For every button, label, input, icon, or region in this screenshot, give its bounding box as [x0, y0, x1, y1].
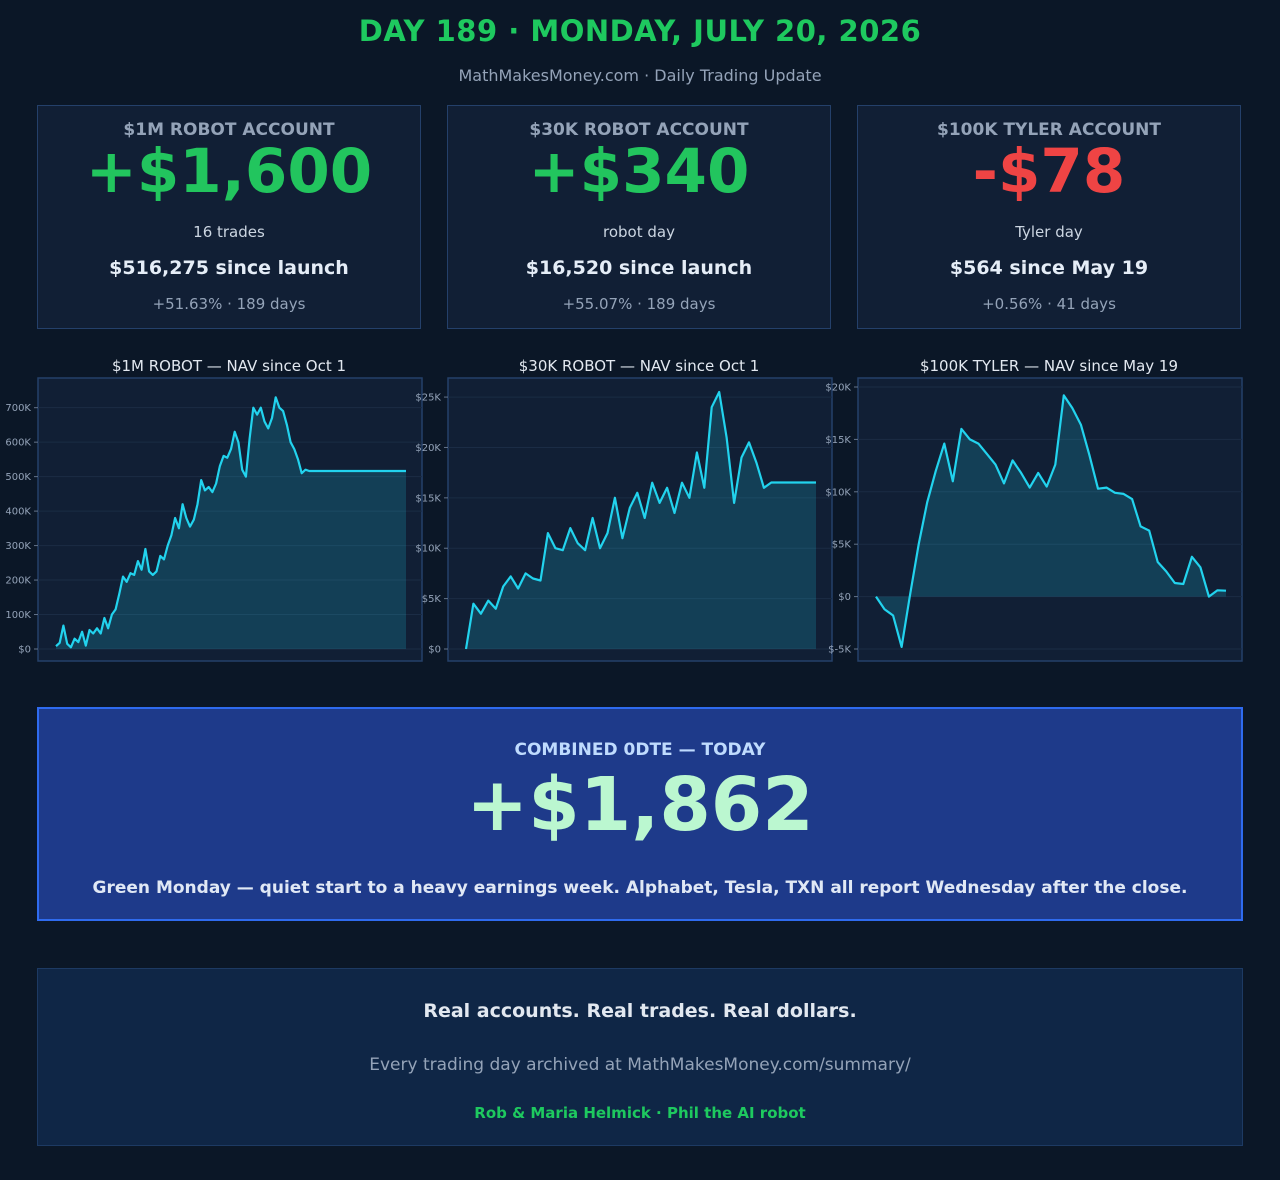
combined-panel: COMBINED 0DTE — TODAY +$1,862 Green Mond… — [37, 707, 1243, 921]
y-tick-label: $25K — [415, 393, 441, 404]
y-tick-label: 400K — [5, 507, 31, 518]
card-account-name: $30K ROBOT ACCOUNT — [529, 120, 749, 140]
card-pnl: +$340 — [528, 136, 750, 207]
card-percent: +51.63% · 189 days — [152, 295, 306, 313]
card-since-launch: $16,520 since launch — [525, 257, 753, 279]
card-note: Tyler day — [1015, 223, 1083, 241]
y-tick-label: 500K — [5, 472, 31, 483]
card-account-name: $100K TYLER ACCOUNT — [937, 120, 1161, 140]
card-1m-robot: $1M ROBOT ACCOUNT +$1,600 16 trades $516… — [37, 105, 421, 329]
y-tick-label: $10K — [415, 544, 441, 555]
chart-30k-robot-nav: $0 $5K $10K $15K $20K $25K — [415, 377, 833, 662]
plot-area — [857, 377, 1243, 662]
footer-credits: Rob & Maria Helmick · Phil the AI robot — [474, 1104, 806, 1122]
footer-archive-note: Every trading day archived at MathMakesM… — [369, 1055, 911, 1075]
chart-100k-tyler-nav: $-5K $0 $5K $10K $15K $20K — [825, 377, 1243, 662]
combined-comment: Green Monday — quiet start to a heavy ea… — [92, 878, 1188, 898]
y-tick-label: 300K — [5, 541, 31, 552]
nav-line — [875, 394, 1227, 648]
card-pnl: -$78 — [972, 136, 1126, 207]
chart-title: $30K ROBOT — NAV since Oct 1 — [518, 357, 760, 375]
y-tick-label: 600K — [5, 438, 31, 449]
footer-tagline: Real accounts. Real trades. Real dollars… — [423, 1000, 857, 1022]
y-tick-label: 100K — [5, 610, 31, 621]
chart-1m-robot-nav: $0 100K 200K 300K 400K 500K 600K 700K — [5, 377, 423, 662]
nav-area — [56, 397, 406, 649]
combined-value: +$1,862 — [466, 762, 814, 848]
card-account-name: $1M ROBOT ACCOUNT — [123, 120, 335, 140]
y-tick-label: $0 — [18, 645, 31, 656]
page-subtitle: MathMakesMoney.com · Daily Trading Updat… — [458, 66, 822, 85]
chart-title: $100K TYLER — NAV since May 19 — [919, 357, 1179, 375]
card-percent: +55.07% · 189 days — [562, 295, 716, 313]
y-tick-label: $5K — [832, 540, 852, 551]
y-tick-label: $0 — [838, 592, 851, 603]
y-tick-label: $15K — [415, 493, 441, 504]
y-tick-label: $5K — [422, 594, 442, 605]
plot-area — [447, 377, 833, 662]
combined-label: COMBINED 0DTE — TODAY — [514, 740, 766, 760]
card-since-launch: $516,275 since launch — [109, 257, 349, 279]
y-tick-label: $20K — [825, 383, 851, 394]
y-tick-label: 700K — [5, 403, 31, 414]
card-100k-tyler: $100K TYLER ACCOUNT -$78 Tyler day $564 … — [857, 105, 1241, 329]
plot-area — [37, 377, 423, 662]
chart-title: $1M ROBOT — NAV since Oct 1 — [111, 357, 347, 375]
page-title: DAY 189 · MONDAY, JULY 20, 2026 — [358, 14, 922, 48]
nav-line — [55, 396, 406, 649]
card-note: robot day — [603, 223, 675, 241]
y-tick-label: $10K — [825, 487, 851, 498]
y-tick-label: $20K — [415, 443, 441, 454]
card-pnl: +$1,600 — [85, 136, 373, 207]
footer-panel: Real accounts. Real trades. Real dollars… — [37, 968, 1243, 1146]
nav-area — [876, 395, 1226, 647]
card-30k-robot: $30K ROBOT ACCOUNT +$340 robot day $16,5… — [447, 105, 831, 329]
card-note: 16 trades — [193, 223, 265, 241]
card-since-launch: $564 since May 19 — [949, 257, 1149, 279]
y-tick-label: $-5K — [828, 645, 851, 656]
card-percent: +0.56% · 41 days — [982, 295, 1116, 313]
y-tick-label: $0 — [428, 645, 441, 656]
y-tick-label: $15K — [825, 435, 851, 446]
y-tick-label: 200K — [5, 576, 31, 587]
nav-line — [464, 390, 816, 650]
